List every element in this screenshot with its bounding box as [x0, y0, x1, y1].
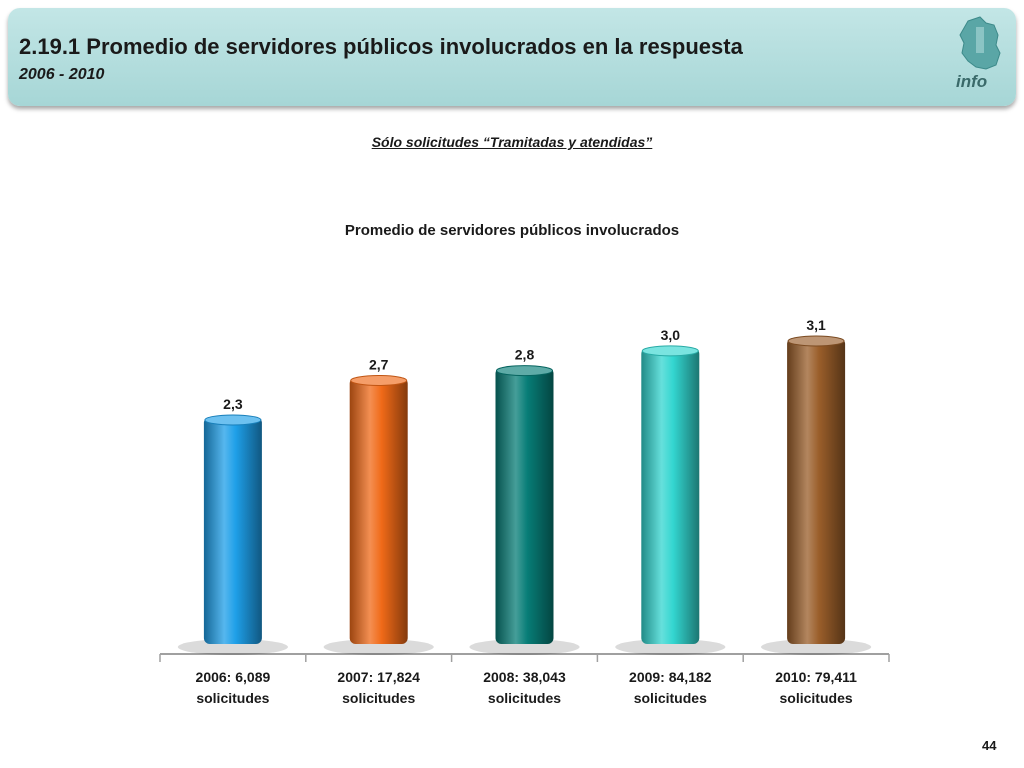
bar-shadow [177, 639, 288, 655]
bar-shadow [615, 639, 726, 655]
x-tick-label: solicitudes [780, 690, 853, 706]
x-tick-label: 2007: 17,824 [337, 669, 420, 685]
filter-note: Sólo solicitudes “Tramitadas y atendidas… [371, 134, 653, 150]
bar-3 [641, 347, 700, 644]
bar-top-cap [350, 374, 408, 386]
x-tick-label: solicitudes [196, 690, 269, 706]
x-tick-label: solicitudes [342, 690, 415, 706]
page-subtitle: 2006 - 2010 [19, 66, 105, 83]
x-tick-label: 2006: 6,089 [196, 669, 271, 685]
chart-title: Promedio de servidores públicos involucr… [344, 222, 680, 239]
info-df-logo-icon [959, 16, 1001, 70]
x-tick-label: 2010: 79,411 [775, 669, 857, 685]
bar-top-cap [641, 345, 699, 357]
page-title: 2.19.1 Promedio de servidores públicos i… [19, 34, 743, 59]
bar-shadow [469, 639, 580, 655]
x-tick-label: solicitudes [488, 690, 561, 706]
bar-top-cap [787, 335, 845, 347]
data-label: 3,0 [661, 327, 681, 343]
bar-shadow [761, 639, 872, 655]
bar-2 [495, 367, 554, 644]
bar-shadow [323, 639, 434, 655]
header-banner [8, 8, 1016, 106]
bar-top-cap [204, 414, 262, 426]
bar-top-cap [496, 365, 553, 377]
bar-0 [203, 416, 262, 644]
data-label: 3,1 [806, 317, 826, 333]
x-tick-label: solicitudes [634, 690, 707, 706]
data-label: 2,7 [369, 356, 389, 372]
x-tick-label: 2008: 38,043 [483, 669, 566, 685]
page-number: 44 [982, 738, 997, 753]
data-label: 2,3 [223, 396, 243, 412]
bar-4 [787, 338, 846, 644]
logo-text: info [956, 72, 988, 91]
x-tick-label: 2009: 84,182 [629, 669, 712, 685]
data-label: 2,8 [515, 347, 535, 363]
bar-1 [349, 377, 408, 644]
